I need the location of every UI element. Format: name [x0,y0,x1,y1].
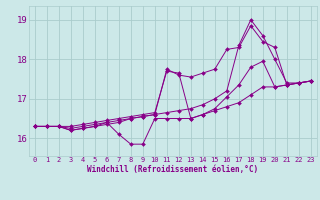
X-axis label: Windchill (Refroidissement éolien,°C): Windchill (Refroidissement éolien,°C) [87,165,258,174]
